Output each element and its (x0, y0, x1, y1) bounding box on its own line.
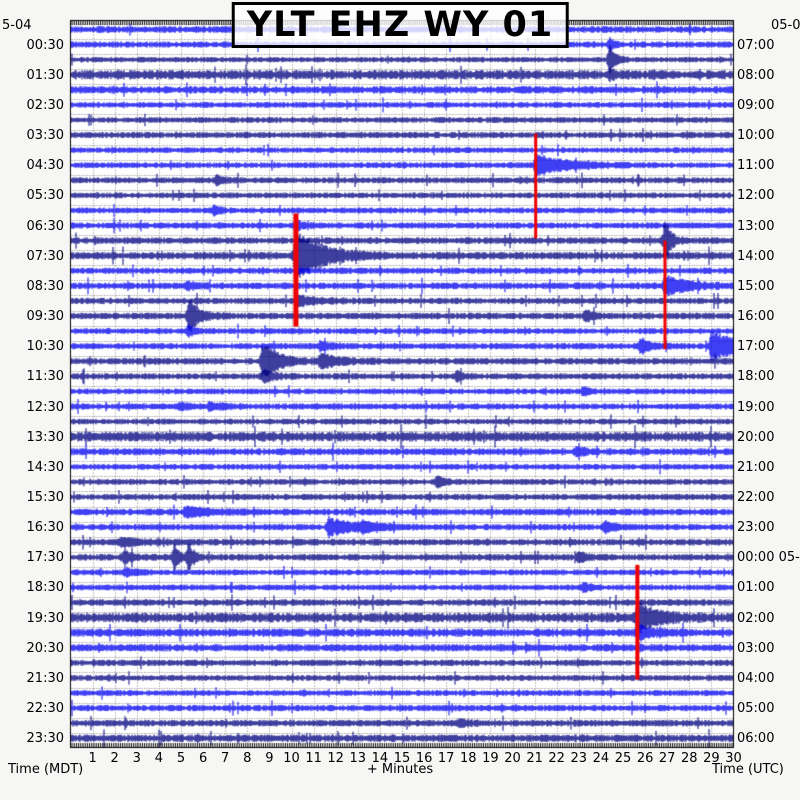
minute-label: 1 (88, 751, 97, 766)
left-time-label: 11:30 (26, 369, 64, 385)
left-time-label: 00:30 (26, 37, 64, 53)
right-time-label: 12:00 (737, 188, 775, 204)
minute-label: 8 (243, 751, 252, 766)
right-time-label: 16:00 (737, 309, 775, 325)
minute-label: 21 (526, 751, 543, 766)
right-time-label: 10:00 (737, 128, 775, 144)
right-time-label: 05:00 (737, 701, 775, 717)
minute-label: 29 (703, 751, 720, 766)
minute-label: 28 (681, 751, 698, 766)
minute-label: 27 (658, 751, 676, 766)
right-time-label: 07:00 (737, 37, 775, 53)
minute-label: 18 (460, 751, 477, 766)
left-time-label: 09:30 (26, 309, 64, 325)
left-time-label: 12:30 (26, 399, 64, 415)
left-time-label: 20:30 (26, 640, 64, 656)
left-axis-caption: Time (MDT) (8, 762, 84, 777)
minute-label: 14 (371, 751, 389, 766)
bottom-axis-caption: + Minutes (366, 762, 434, 777)
left-time-label: 16:30 (26, 520, 64, 536)
station-title: YLT EHZ WY 01 (231, 2, 569, 48)
right-time-label: 02:00 (737, 610, 775, 626)
right-time-label: 04:00 (737, 670, 775, 686)
right-time-label: 06:00 (737, 731, 775, 747)
right-time-label: 15:00 (737, 278, 775, 294)
minute-label: 4 (154, 751, 164, 766)
minute-label: 5 (176, 751, 186, 766)
minute-label: 15 (393, 751, 411, 766)
left-time-label: 04:30 (26, 158, 64, 174)
right-time-label: 08:00 (737, 67, 775, 83)
right-axis-caption: Time (UTC) (712, 762, 784, 777)
minute-label: 2 (110, 751, 119, 766)
date-label-right: 05-0 (771, 18, 800, 33)
left-time-label: 17:30 (26, 550, 64, 566)
left-time-label: 05:30 (26, 188, 64, 204)
minute-label: 16 (415, 751, 433, 766)
left-time-label: 06:30 (26, 218, 64, 234)
left-time-label: 01:30 (26, 67, 64, 83)
minute-label: 12 (327, 751, 344, 766)
minute-label: 3 (132, 751, 141, 766)
left-time-label: 22:30 (26, 701, 64, 717)
left-time-label: 07:30 (26, 248, 64, 264)
left-time-label: 14:30 (26, 459, 64, 475)
minute-label: 9 (265, 751, 274, 766)
left-time-label: 13:30 (26, 429, 64, 445)
minute-label: 7 (221, 751, 230, 766)
left-time-label: 03:30 (26, 128, 64, 144)
right-time-label: 01:00 (737, 580, 775, 596)
right-time-label: 09:00 (737, 97, 775, 113)
minute-label: 11 (305, 751, 322, 766)
minute-label: 23 (570, 751, 588, 766)
minute-label: 17 (437, 751, 455, 766)
right-time-label: 17:00 (737, 339, 775, 355)
left-time-label: 21:30 (26, 670, 64, 686)
right-time-label: 00:00 05-05 (737, 550, 800, 566)
left-time-label: 10:30 (26, 339, 64, 355)
minute-label: 22 (548, 751, 565, 766)
minute-label: 25 (614, 751, 632, 766)
left-time-label: 18:30 (26, 580, 64, 596)
right-time-label: 21:00 (737, 459, 775, 475)
minute-label: 30 (725, 751, 742, 766)
left-time-label: 15:30 (26, 489, 64, 505)
right-time-label: 11:00 (737, 158, 775, 174)
minute-label: 24 (592, 751, 610, 766)
minute-label: 6 (198, 751, 208, 766)
left-time-label: 19:30 (26, 610, 64, 626)
minute-label: 26 (636, 751, 654, 766)
right-time-label: 14:00 (737, 248, 775, 264)
left-time-label: 02:30 (26, 97, 64, 113)
right-time-label: 19:00 (737, 399, 775, 415)
left-time-label: 08:30 (26, 278, 64, 294)
right-time-label: 18:00 (737, 369, 775, 385)
right-time-label: 23:00 (737, 520, 775, 536)
right-time-label: 13:00 (737, 218, 775, 234)
right-time-label: 20:00 (737, 429, 775, 445)
right-time-label: 22:00 (737, 489, 775, 505)
minute-label: 19 (482, 751, 499, 766)
minute-label: 13 (349, 751, 367, 766)
right-time-label: 03:00 (737, 640, 775, 656)
left-time-label: 23:30 (26, 731, 64, 747)
minute-label: 20 (504, 751, 521, 766)
minute-label: 10 (283, 751, 300, 766)
date-label-left: 5-04 (2, 18, 32, 33)
